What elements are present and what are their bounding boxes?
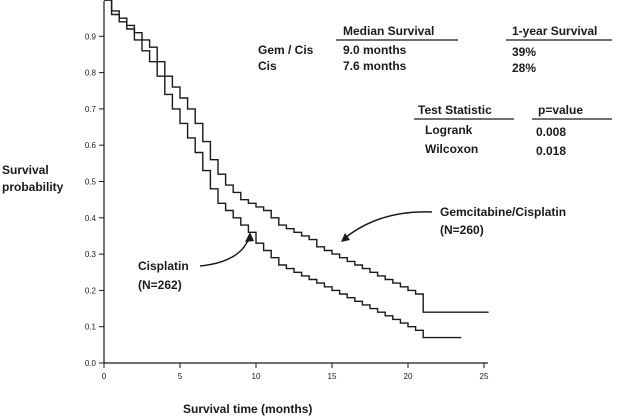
- series-line-gemcitabine-cisplatin: [104, 0, 489, 313]
- y-tick-label: 0.3: [85, 250, 97, 259]
- y-tick-label: 0.2: [85, 286, 97, 295]
- arrowhead-cisplatin: [245, 232, 254, 242]
- y-axis: 0.0 0.1 0.2 0.3 0.4 0.5 0.6 0.7 0.8 0.9: [85, 1, 105, 368]
- y-tick-label: 0.0: [85, 359, 97, 368]
- p-value-header: p=value: [538, 103, 583, 117]
- series-n-cisplatin: (N=262): [138, 278, 182, 292]
- x-tick-label: 0: [102, 372, 107, 381]
- y-tick-label: 0.9: [85, 32, 97, 41]
- test-label-logrank: Logrank: [425, 123, 473, 137]
- median-cis: 7.6 months: [343, 59, 407, 73]
- arrowhead-gemcitabine-cisplatin: [341, 233, 350, 242]
- y-tick-label: 0.6: [85, 141, 97, 150]
- one-year-gem-cis: 39%: [512, 45, 536, 59]
- series-label-gemcitabine-cisplatin: Gemcitabine/Cisplatin: [440, 205, 566, 219]
- series-lines: [104, 0, 489, 339]
- y-axis-label-line-2: probability: [2, 180, 64, 194]
- median-survival-header: Median Survival: [343, 24, 434, 38]
- y-tick-label: 0.4: [85, 214, 97, 223]
- test-label-wilcoxon: Wilcoxon: [425, 142, 478, 156]
- x-axis: 0 5 10 15 20 25: [102, 362, 489, 381]
- x-tick-label: 25: [480, 372, 489, 381]
- one-year-survival-header: 1-year Survival: [512, 24, 597, 38]
- p-value-wilcoxon: 0.018: [536, 144, 566, 158]
- test-statistic-header: Test Statistic: [418, 103, 492, 117]
- y-tick-label: 0.8: [85, 69, 97, 78]
- row-label-cis: Cis: [258, 59, 277, 73]
- y-axis-label-line-1: Survival: [2, 163, 49, 177]
- series-line-cisplatin: [104, 0, 462, 339]
- y-tick-label: 0.1: [85, 323, 97, 332]
- x-tick-label: 20: [404, 372, 413, 381]
- median-gem-cis: 9.0 months: [343, 43, 407, 57]
- x-tick-label: 10: [252, 372, 261, 381]
- one-year-cis: 28%: [512, 61, 536, 75]
- p-value-logrank: 0.008: [536, 125, 566, 139]
- arrow-gemcitabine-cisplatin: [344, 211, 433, 239]
- y-tick-label: 0.5: [85, 178, 97, 187]
- y-tick-label: 0.7: [85, 105, 97, 114]
- series-label-cisplatin: Cisplatin: [138, 259, 189, 273]
- x-tick-label: 15: [328, 372, 337, 381]
- x-axis-label: Survival time (months): [183, 402, 312, 416]
- arrow-cisplatin: [199, 237, 250, 267]
- x-tick-label: 5: [178, 372, 183, 381]
- row-label-gem-cis: Gem / Cis: [258, 43, 314, 57]
- series-n-gemcitabine-cisplatin: (N=260): [440, 223, 484, 237]
